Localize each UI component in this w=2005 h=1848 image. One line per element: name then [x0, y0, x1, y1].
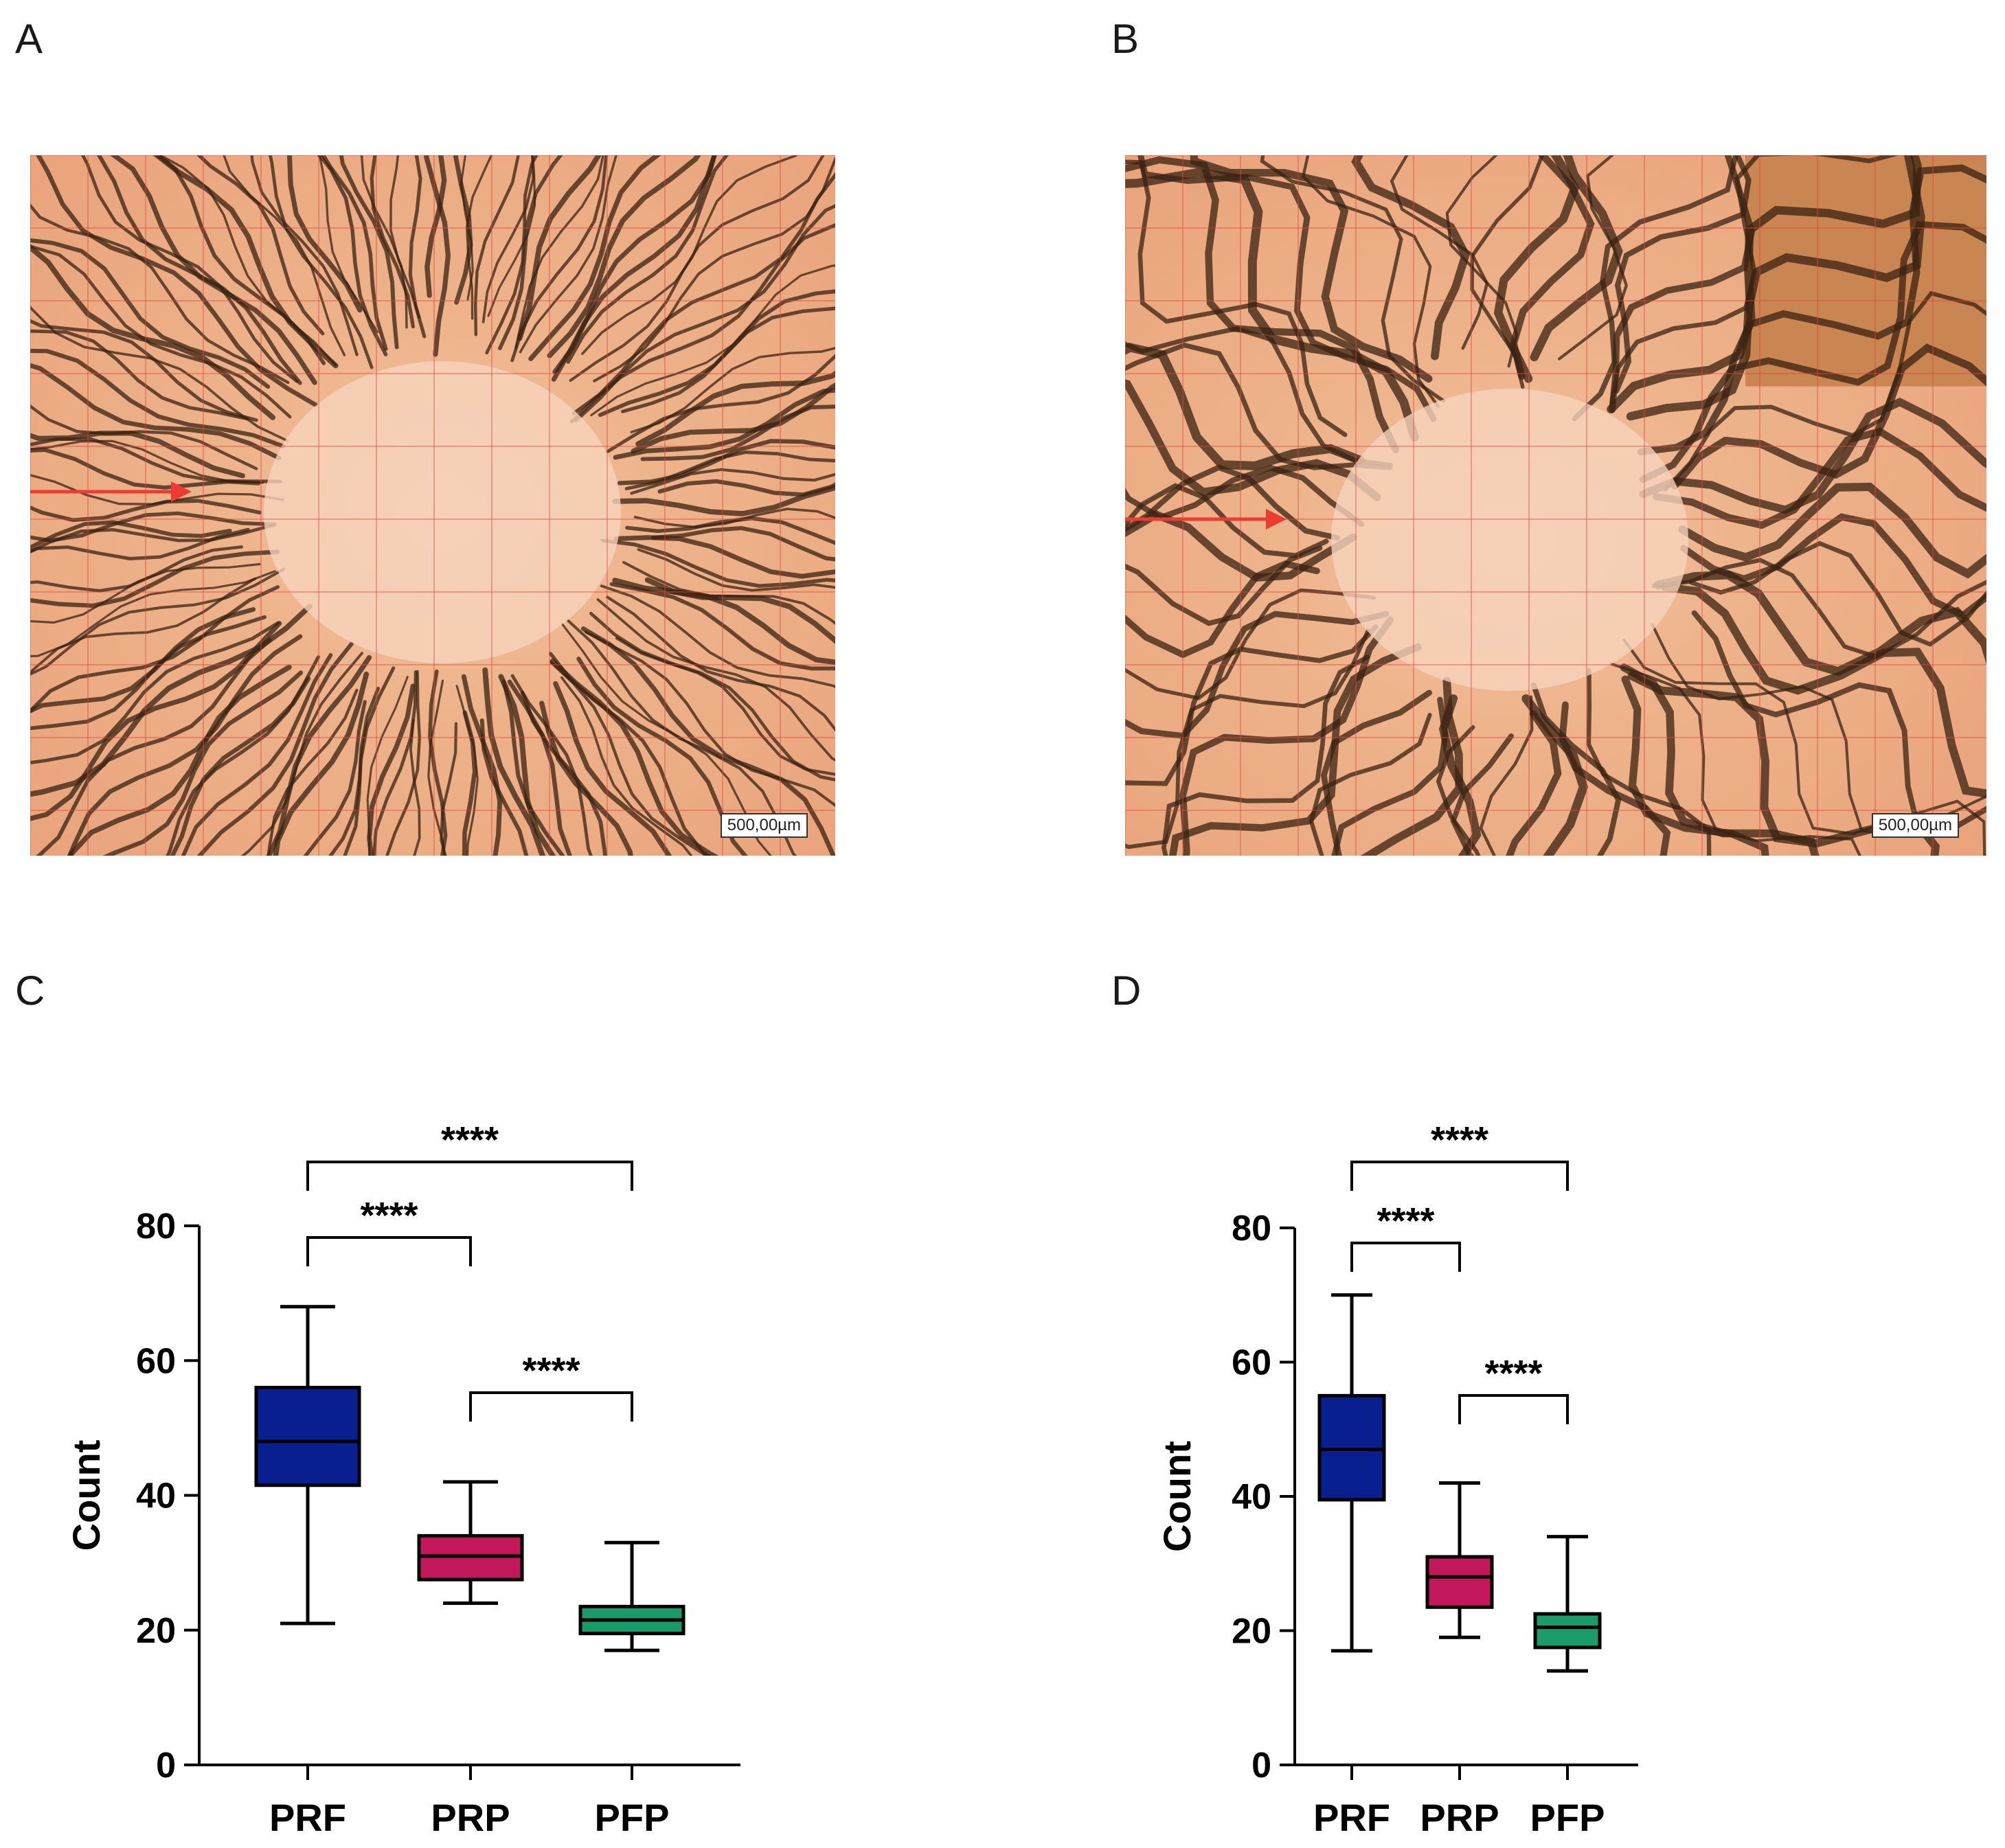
tissue-folds	[1125, 155, 1986, 856]
box-plot-c: 0 20 40 60 80 Count PRF PRP PFP **** **** ****	[65, 1119, 740, 1839]
significance-stars: ****	[1431, 1119, 1488, 1161]
y-tick-label: 0	[1251, 1746, 1271, 1786]
y-tick-label: 80	[1232, 1209, 1271, 1248]
box-prp	[1425, 1555, 1494, 1609]
significance-bracket	[1350, 1242, 1461, 1272]
y-tick-label: 20	[1232, 1612, 1271, 1652]
x-tick-label: PFP	[595, 1796, 670, 1839]
tissue-core	[264, 361, 621, 663]
panel-label-b: B	[1111, 16, 1140, 62]
box-plot-d: 0 20 40 60 80 Count PRF PRP PFP **** **** ****	[1155, 1119, 1638, 1839]
scale-bar-a: 500,00µm	[720, 813, 808, 838]
arrow-head	[171, 481, 192, 502]
micrograph-a: 500,00µm	[30, 155, 835, 856]
y-axis-title: Count	[1155, 1441, 1199, 1552]
x-tick-label: PRF	[269, 1796, 346, 1839]
y-tick-label: 20	[136, 1611, 176, 1651]
significance-bracket	[1350, 1161, 1569, 1191]
significance-bracket	[306, 1236, 472, 1266]
significance-stars: ****	[360, 1195, 418, 1236]
x-tick-label: PRP	[1420, 1796, 1499, 1839]
y-axis-title: Count	[65, 1440, 108, 1551]
significance-bracket	[469, 1391, 633, 1422]
significance-stars: ****	[1377, 1200, 1434, 1242]
y-tick-label: 80	[136, 1207, 176, 1246]
micrograph-b-image	[1125, 155, 1986, 856]
x-tick-label: PRF	[1313, 1796, 1390, 1839]
significance-stars: ****	[522, 1350, 580, 1391]
y-tick-label: 40	[1232, 1477, 1271, 1517]
arrow-head	[1266, 509, 1287, 529]
x-tick-label: PFP	[1530, 1796, 1605, 1839]
box-prf	[254, 1386, 361, 1487]
panel-label-d: D	[1111, 968, 1142, 1014]
significance-bracket	[1458, 1394, 1569, 1424]
measurement-grid	[30, 155, 835, 856]
y-tick-label: 60	[1232, 1343, 1271, 1383]
micrograph-a-image	[30, 155, 835, 856]
y-tick-label: 60	[136, 1341, 176, 1381]
significance-stars: ****	[441, 1119, 499, 1161]
y-tick-label: 0	[156, 1746, 176, 1786]
x-tick-label: PRP	[431, 1796, 510, 1839]
scale-bar-b: 500,00µm	[1871, 813, 1959, 838]
y-tick-label: 40	[136, 1476, 176, 1516]
significance-stars: ****	[1484, 1353, 1542, 1394]
micrograph-b: 500,00µm	[1125, 155, 1986, 856]
panel-label-a: A	[15, 16, 43, 62]
panel-label-c: C	[15, 968, 45, 1014]
measurement-grid	[1125, 155, 1986, 856]
box-pfp	[1533, 1612, 1602, 1650]
tissue-core	[1331, 389, 1688, 691]
significance-bracket	[306, 1161, 633, 1191]
